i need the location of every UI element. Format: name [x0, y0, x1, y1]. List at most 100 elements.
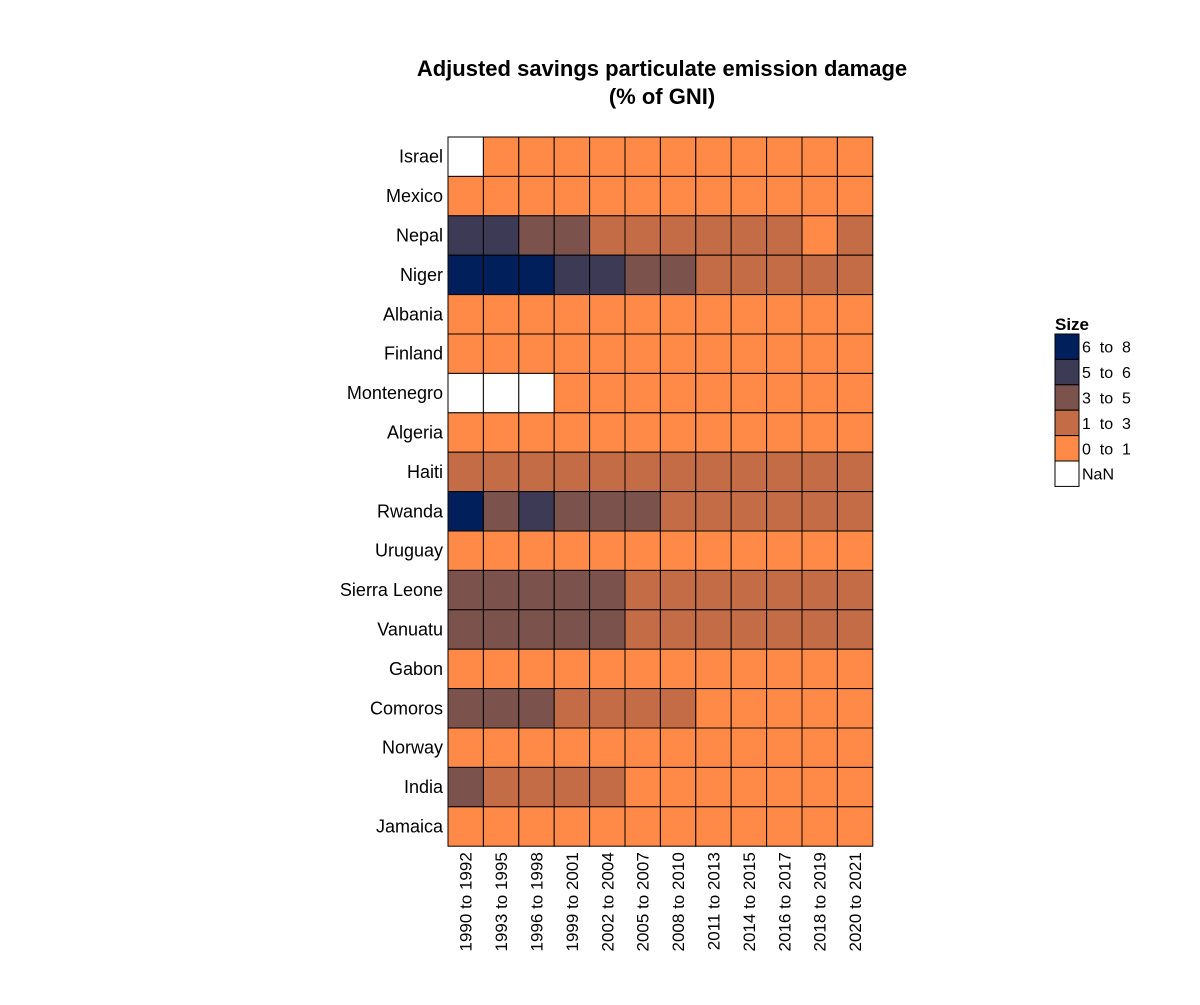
cell-niger-2020-to-2021: [836, 254, 874, 296]
cell-uruguay-1993-to-1995: [482, 530, 520, 571]
cell-finland-2002-to-2004: [589, 333, 626, 374]
legend-label-0-to-1: 0 to 1: [1082, 441, 1131, 458]
cell-israel-2014-to-2015: [730, 136, 768, 177]
column-label-2016-to-2017: 2016 to 2017: [775, 852, 794, 951]
cell-india-2016-to-2017: [766, 766, 803, 808]
cell-jamaica-2014-to-2015: [730, 806, 768, 847]
cell-rwanda-2014-to-2015: [730, 491, 768, 532]
cell-algeria-2005-to-2007: [624, 412, 661, 453]
cell-albania-2018-to-2019: [801, 294, 838, 335]
cell-uruguay-2008-to-2010: [659, 530, 697, 571]
cell-rwanda-1996-to-1998: [518, 491, 555, 532]
cell-comoros-2002-to-2004: [589, 688, 626, 729]
cell-mexico-2018-to-2019: [801, 175, 838, 217]
cell-vanuatu-1996-to-1998: [518, 609, 555, 650]
cell-montenegro-1990-to-1992: [447, 372, 484, 414]
column-label-1996-to-1998: 1996 to 1998: [528, 852, 547, 951]
cell-finland-2016-to-2017: [766, 333, 803, 374]
cell-india-2020-to-2021: [836, 766, 874, 808]
legend-swatch-6-to-8: [1054, 333, 1080, 360]
cell-india-1990-to-1992: [447, 766, 484, 808]
cell-nepal-1993-to-1995: [482, 215, 520, 256]
cell-montenegro-2016-to-2017: [766, 372, 803, 414]
cell-mexico-1999-to-2001: [553, 175, 591, 217]
row-labels: Israel Mexico Nepal Niger Albania Finland Mont…: [340, 147, 444, 837]
row-label-uruguay: Uruguay: [375, 541, 443, 561]
cell-israel-2016-to-2017: [766, 136, 803, 177]
legend: Size 6 to 8 5 to 6 3 to 5 1 to 3 0 to 1 NaN: [1054, 315, 1131, 487]
cell-montenegro-1999-to-2001: [553, 372, 591, 414]
cell-haiti-2020-to-2021: [836, 451, 874, 493]
cell-norway-2018-to-2019: [801, 727, 838, 768]
cell-jamaica-1990-to-1992: [447, 806, 484, 847]
legend-title: Size: [1055, 315, 1089, 334]
row-label-sierra-leone: Sierra Leone: [340, 580, 443, 600]
cell-israel-2020-to-2021: [836, 136, 874, 177]
cell-algeria-1999-to-2001: [553, 412, 591, 453]
cell-algeria-2018-to-2019: [801, 412, 838, 453]
column-label-2002-to-2004: 2002 to 2004: [598, 852, 617, 951]
cell-gabon-1993-to-1995: [482, 648, 520, 690]
cell-montenegro-2011-to-2013: [695, 372, 732, 414]
cell-niger-2018-to-2019: [801, 254, 838, 296]
cell-montenegro-1996-to-1998: [518, 372, 555, 414]
cell-finland-2008-to-2010: [659, 333, 697, 374]
cell-vanuatu-1999-to-2001: [553, 609, 591, 650]
cell-sierra-leone-1999-to-2001: [553, 569, 591, 611]
cell-jamaica-2005-to-2007: [624, 806, 661, 847]
cell-rwanda-2005-to-2007: [624, 491, 661, 532]
cell-india-2002-to-2004: [589, 766, 626, 808]
cell-israel-1990-to-1992: [447, 136, 484, 177]
cell-algeria-2014-to-2015: [730, 412, 768, 453]
cell-uruguay-2018-to-2019: [801, 530, 838, 571]
cell-albania-2020-to-2021: [836, 294, 874, 335]
cell-sierra-leone-1993-to-1995: [482, 569, 520, 611]
row-label-comoros: Comoros: [370, 698, 443, 718]
cell-norway-2016-to-2017: [766, 727, 803, 768]
cell-gabon-2005-to-2007: [624, 648, 661, 690]
cell-albania-2002-to-2004: [589, 294, 626, 335]
legend-swatch-1-to-3: [1054, 409, 1080, 437]
cell-montenegro-2018-to-2019: [801, 372, 838, 414]
cell-nepal-2020-to-2021: [836, 215, 874, 256]
cell-albania-1993-to-1995: [482, 294, 520, 335]
heatmap-cells: [447, 136, 874, 847]
cell-algeria-1993-to-1995: [482, 412, 520, 453]
cell-haiti-2011-to-2013: [695, 451, 732, 493]
column-label-1999-to-2001: 1999 to 2001: [563, 852, 582, 951]
cell-finland-2005-to-2007: [624, 333, 661, 374]
row-label-albania: Albania: [383, 304, 444, 324]
cell-montenegro-2008-to-2010: [659, 372, 697, 414]
legend-swatch-5-to-6: [1054, 358, 1080, 386]
column-label-2008-to-2010: 2008 to 2010: [669, 852, 688, 951]
cell-finland-2020-to-2021: [836, 333, 874, 374]
column-label-2014-to-2015: 2014 to 2015: [740, 852, 759, 951]
cell-comoros-1999-to-2001: [553, 688, 591, 729]
cell-comoros-2014-to-2015: [730, 688, 768, 729]
cell-mexico-1990-to-1992: [447, 175, 484, 217]
cell-gabon-1996-to-1998: [518, 648, 555, 690]
cell-nepal-2005-to-2007: [624, 215, 661, 256]
cell-haiti-1990-to-1992: [447, 451, 484, 493]
cell-india-1993-to-1995: [482, 766, 520, 808]
row-label-rwanda: Rwanda: [377, 501, 444, 521]
chart-title-line-1: Adjusted savings particulate emission da…: [417, 56, 907, 81]
cell-haiti-2018-to-2019: [801, 451, 838, 493]
cell-vanuatu-1990-to-1992: [447, 609, 484, 650]
cell-vanuatu-2020-to-2021: [836, 609, 874, 650]
cell-norway-1993-to-1995: [482, 727, 520, 768]
cell-norway-2005-to-2007: [624, 727, 661, 768]
cell-mexico-2002-to-2004: [589, 175, 626, 217]
cell-niger-1996-to-1998: [518, 254, 555, 296]
cell-comoros-2008-to-2010: [659, 688, 697, 729]
cell-rwanda-1999-to-2001: [553, 491, 591, 532]
cell-algeria-2020-to-2021: [836, 412, 874, 453]
cell-sierra-leone-2008-to-2010: [659, 569, 697, 611]
cell-uruguay-2014-to-2015: [730, 530, 768, 571]
cell-finland-2011-to-2013: [695, 333, 732, 374]
cell-norway-2020-to-2021: [836, 727, 874, 768]
cell-uruguay-1996-to-1998: [518, 530, 555, 571]
cell-niger-2002-to-2004: [589, 254, 626, 296]
cell-norway-1999-to-2001: [553, 727, 591, 768]
